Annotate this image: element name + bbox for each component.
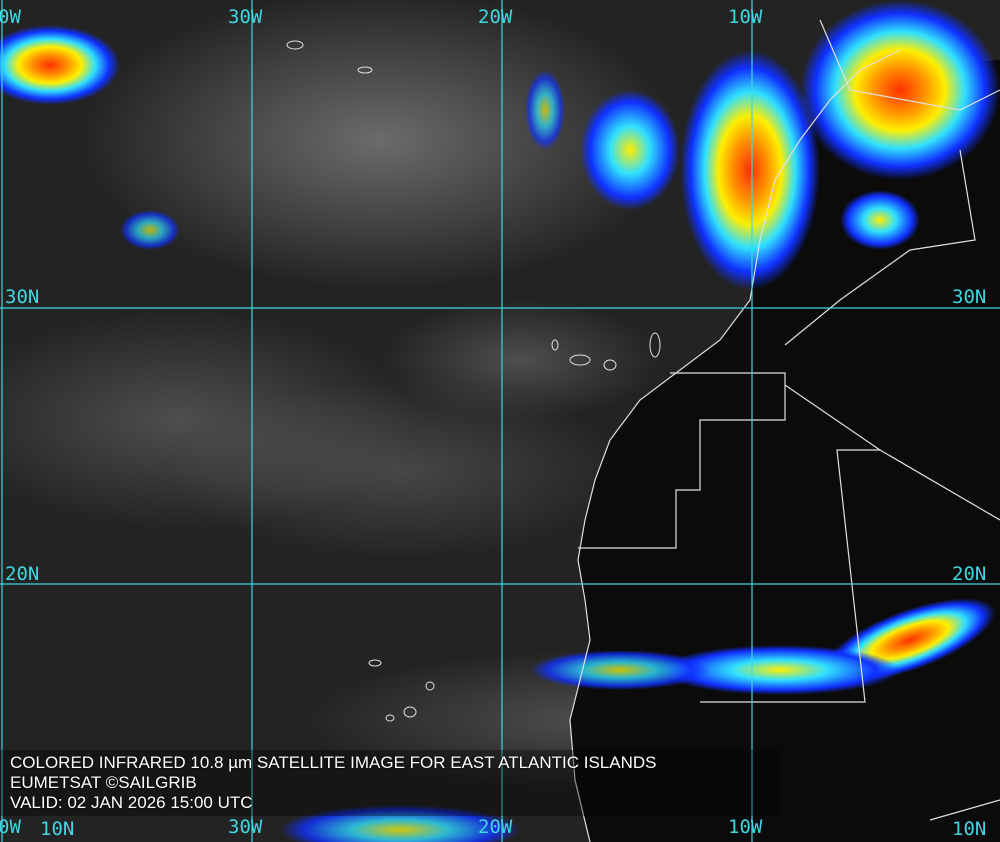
western-sahara-border bbox=[578, 372, 786, 549]
canary-island bbox=[603, 359, 617, 371]
lat-label-left: 30N bbox=[5, 286, 40, 308]
lat-label-right: 10N bbox=[952, 818, 987, 840]
convective-cloud bbox=[525, 70, 565, 150]
canary-island bbox=[649, 332, 661, 358]
lon-label-bottom: 30W bbox=[228, 816, 263, 838]
caption-backdrop bbox=[0, 750, 780, 816]
mauritania-border bbox=[700, 384, 882, 703]
convective-cloud bbox=[120, 210, 180, 250]
convective-cloud bbox=[800, 0, 1000, 180]
lon-label-bottom: 20W bbox=[478, 816, 513, 838]
canary-island bbox=[551, 339, 559, 351]
convective-cloud bbox=[280, 805, 520, 842]
cape-verde-island bbox=[368, 659, 382, 667]
cape-verde-island bbox=[403, 706, 417, 718]
islands bbox=[286, 40, 661, 722]
convective-cloud bbox=[660, 645, 900, 695]
border-south bbox=[929, 799, 1000, 821]
lon-label-bottom: 0W bbox=[0, 816, 21, 838]
cloud-band bbox=[380, 300, 660, 420]
morocco-algeria-border bbox=[784, 149, 976, 346]
lon-label-top: 20W bbox=[478, 6, 513, 28]
mali-border bbox=[879, 449, 1000, 521]
convective-cloud bbox=[840, 190, 920, 250]
convective-cloud bbox=[680, 50, 820, 290]
lon-label-top: 0W bbox=[0, 6, 21, 28]
lat-label-left: 10N bbox=[40, 818, 75, 840]
lat-label-right: 30N bbox=[952, 286, 987, 308]
lon-label-top: 30W bbox=[228, 6, 263, 28]
caption-valid-time: VALID: 02 JAN 2026 15:00 UTC bbox=[10, 793, 253, 812]
west-africa-coast bbox=[569, 239, 761, 842]
cloud-band bbox=[80, 0, 680, 290]
lat-label-left: 20N bbox=[5, 563, 40, 585]
convective-cloud bbox=[530, 650, 710, 690]
cloud-band bbox=[170, 380, 630, 560]
north-africa-border bbox=[819, 19, 1000, 111]
azores-island bbox=[286, 40, 304, 50]
lat-label-right: 20N bbox=[952, 563, 987, 585]
cape-verde-island bbox=[425, 681, 435, 691]
azores-island bbox=[357, 66, 373, 74]
lon-label-top: 10W bbox=[728, 6, 763, 28]
canary-island bbox=[569, 354, 591, 366]
cape-verde-island bbox=[385, 714, 395, 722]
morocco-coast bbox=[759, 49, 901, 241]
convective-cloud bbox=[580, 90, 680, 210]
caption-title: COLORED INFRARED 10.8 µm SATELLITE IMAGE… bbox=[10, 753, 657, 772]
lon-label-bottom: 10W bbox=[728, 816, 763, 838]
caption-credit: EUMETSAT ©SAILGRIB bbox=[10, 773, 197, 792]
convective-cloud bbox=[0, 25, 120, 105]
coastlines bbox=[569, 19, 1000, 842]
